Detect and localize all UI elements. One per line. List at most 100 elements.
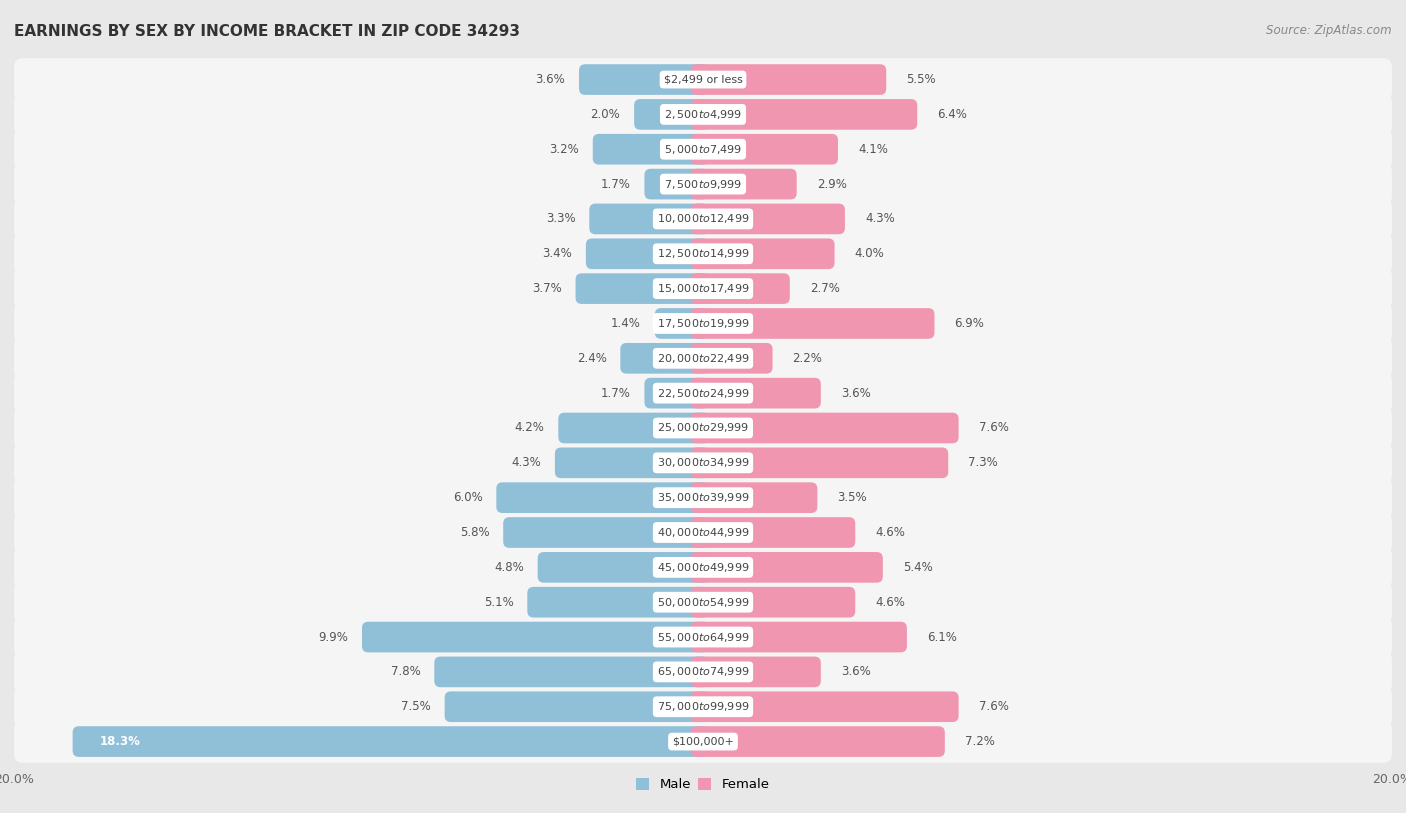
Text: $25,000 to $29,999: $25,000 to $29,999 [657, 421, 749, 434]
Text: 7.6%: 7.6% [979, 421, 1008, 434]
Text: 5.8%: 5.8% [460, 526, 489, 539]
Text: 2.0%: 2.0% [591, 108, 620, 121]
Text: 4.8%: 4.8% [494, 561, 524, 574]
Text: $10,000 to $12,499: $10,000 to $12,499 [657, 212, 749, 225]
FancyBboxPatch shape [579, 64, 709, 95]
Text: 2.2%: 2.2% [793, 352, 823, 365]
FancyBboxPatch shape [690, 134, 838, 164]
FancyBboxPatch shape [14, 581, 1392, 624]
Text: EARNINGS BY SEX BY INCOME BRACKET IN ZIP CODE 34293: EARNINGS BY SEX BY INCOME BRACKET IN ZIP… [14, 24, 520, 39]
FancyBboxPatch shape [690, 587, 855, 618]
Text: 5.5%: 5.5% [907, 73, 936, 86]
FancyBboxPatch shape [690, 552, 883, 583]
FancyBboxPatch shape [593, 134, 709, 164]
Text: $50,000 to $54,999: $50,000 to $54,999 [657, 596, 749, 609]
Text: Source: ZipAtlas.com: Source: ZipAtlas.com [1267, 24, 1392, 37]
Text: 6.1%: 6.1% [927, 631, 956, 644]
Text: 4.6%: 4.6% [875, 596, 905, 609]
Text: 18.3%: 18.3% [100, 735, 141, 748]
FancyBboxPatch shape [14, 59, 1392, 101]
Text: 3.5%: 3.5% [838, 491, 868, 504]
FancyBboxPatch shape [14, 337, 1392, 380]
Text: $5,000 to $7,499: $5,000 to $7,499 [664, 143, 742, 156]
FancyBboxPatch shape [690, 413, 959, 443]
Text: 4.6%: 4.6% [875, 526, 905, 539]
Text: 7.2%: 7.2% [965, 735, 994, 748]
FancyBboxPatch shape [690, 169, 797, 199]
FancyBboxPatch shape [589, 203, 709, 234]
Text: $35,000 to $39,999: $35,000 to $39,999 [657, 491, 749, 504]
FancyBboxPatch shape [575, 273, 709, 304]
Text: 7.8%: 7.8% [391, 665, 420, 678]
Text: $2,500 to $4,999: $2,500 to $4,999 [664, 108, 742, 121]
Text: $65,000 to $74,999: $65,000 to $74,999 [657, 665, 749, 678]
FancyBboxPatch shape [690, 657, 821, 687]
Text: $45,000 to $49,999: $45,000 to $49,999 [657, 561, 749, 574]
Text: 1.7%: 1.7% [600, 387, 631, 400]
Text: 5.4%: 5.4% [903, 561, 932, 574]
FancyBboxPatch shape [527, 587, 709, 618]
FancyBboxPatch shape [496, 482, 709, 513]
Text: 3.3%: 3.3% [546, 212, 575, 225]
FancyBboxPatch shape [14, 546, 1392, 589]
FancyBboxPatch shape [690, 203, 845, 234]
FancyBboxPatch shape [14, 615, 1392, 659]
Text: $22,500 to $24,999: $22,500 to $24,999 [657, 387, 749, 400]
Text: 4.1%: 4.1% [858, 143, 887, 156]
FancyBboxPatch shape [555, 447, 709, 478]
Text: 3.6%: 3.6% [841, 665, 870, 678]
FancyBboxPatch shape [444, 691, 709, 722]
Text: 4.3%: 4.3% [512, 456, 541, 469]
Text: 4.0%: 4.0% [855, 247, 884, 260]
Text: $20,000 to $22,499: $20,000 to $22,499 [657, 352, 749, 365]
Text: $55,000 to $64,999: $55,000 to $64,999 [657, 631, 749, 644]
FancyBboxPatch shape [690, 378, 821, 408]
FancyBboxPatch shape [690, 726, 945, 757]
Text: $30,000 to $34,999: $30,000 to $34,999 [657, 456, 749, 469]
FancyBboxPatch shape [361, 622, 709, 652]
Text: $40,000 to $44,999: $40,000 to $44,999 [657, 526, 749, 539]
FancyBboxPatch shape [14, 720, 1392, 763]
FancyBboxPatch shape [690, 482, 817, 513]
Text: $100,000+: $100,000+ [672, 737, 734, 746]
Legend: Male, Female: Male, Female [631, 772, 775, 797]
Text: 1.7%: 1.7% [600, 177, 631, 190]
Text: $12,500 to $14,999: $12,500 to $14,999 [657, 247, 749, 260]
Text: 7.3%: 7.3% [969, 456, 998, 469]
Text: 2.4%: 2.4% [576, 352, 606, 365]
Text: 6.4%: 6.4% [938, 108, 967, 121]
Text: 3.2%: 3.2% [550, 143, 579, 156]
Text: 3.6%: 3.6% [536, 73, 565, 86]
Text: 5.1%: 5.1% [484, 596, 513, 609]
FancyBboxPatch shape [434, 657, 709, 687]
Text: 7.6%: 7.6% [979, 700, 1008, 713]
FancyBboxPatch shape [690, 273, 790, 304]
Text: 7.5%: 7.5% [401, 700, 430, 713]
Text: 2.7%: 2.7% [810, 282, 839, 295]
Text: 6.9%: 6.9% [955, 317, 984, 330]
Text: 3.6%: 3.6% [841, 387, 870, 400]
FancyBboxPatch shape [690, 447, 948, 478]
FancyBboxPatch shape [586, 238, 709, 269]
FancyBboxPatch shape [14, 302, 1392, 345]
Text: $7,500 to $9,999: $7,500 to $9,999 [664, 177, 742, 190]
FancyBboxPatch shape [655, 308, 709, 339]
FancyBboxPatch shape [73, 726, 709, 757]
FancyBboxPatch shape [690, 622, 907, 652]
Text: 3.7%: 3.7% [531, 282, 562, 295]
Text: 4.3%: 4.3% [865, 212, 894, 225]
FancyBboxPatch shape [14, 511, 1392, 554]
FancyBboxPatch shape [14, 650, 1392, 693]
Text: $17,500 to $19,999: $17,500 to $19,999 [657, 317, 749, 330]
FancyBboxPatch shape [14, 233, 1392, 275]
FancyBboxPatch shape [14, 163, 1392, 206]
Text: 3.4%: 3.4% [543, 247, 572, 260]
FancyBboxPatch shape [690, 99, 917, 130]
FancyBboxPatch shape [690, 343, 772, 374]
Text: 2.9%: 2.9% [817, 177, 846, 190]
FancyBboxPatch shape [690, 517, 855, 548]
Text: 4.2%: 4.2% [515, 421, 544, 434]
FancyBboxPatch shape [14, 198, 1392, 240]
FancyBboxPatch shape [14, 476, 1392, 519]
Text: $75,000 to $99,999: $75,000 to $99,999 [657, 700, 749, 713]
